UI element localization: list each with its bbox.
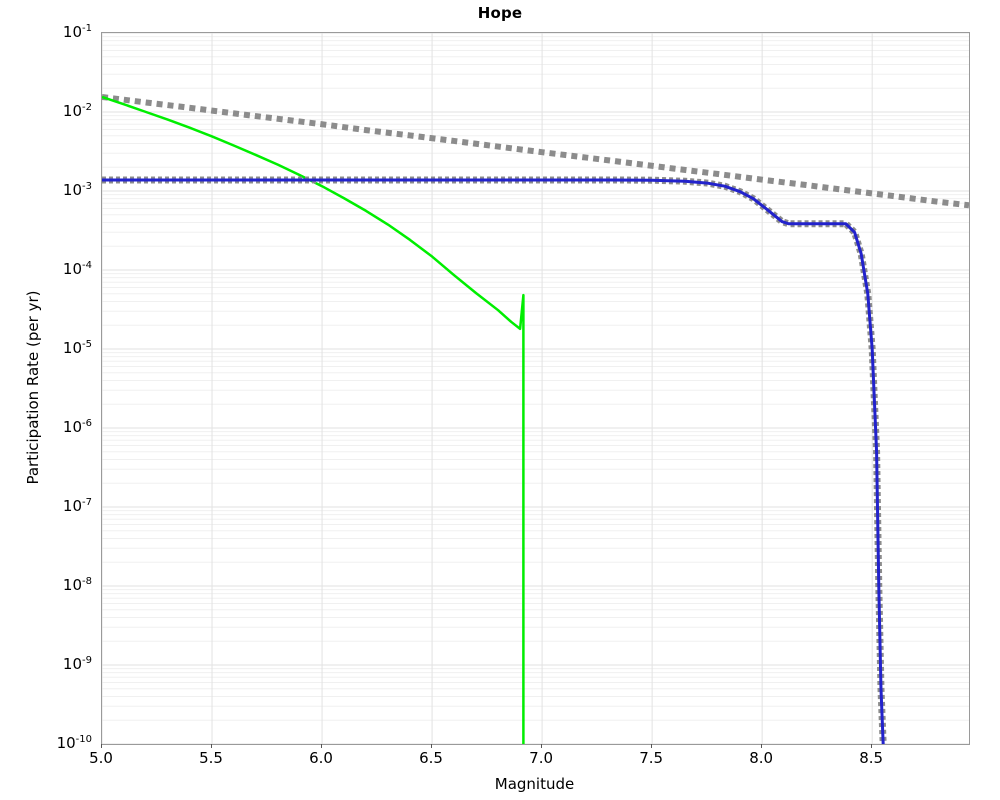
chart-title: Hope [477,4,523,22]
y-tick-label: 10-7 [62,497,92,515]
data-series-layer [102,93,969,744]
y-tick-label: 10-2 [62,102,92,120]
y-tick-label: 10-5 [62,339,92,357]
plot-area [101,32,970,745]
x-tick-mark [871,744,873,748]
x-tick-label: 5.0 [89,749,113,767]
x-tick-label: 8.5 [859,749,884,767]
major-gridlines [102,33,969,744]
x-tick-mark [101,744,102,748]
series-line-green-tapered-rate [102,95,525,744]
x-axis-label: Magnitude [494,775,575,793]
series-line-blue-characteristic-rate [102,178,885,744]
y-tick-label: 10-6 [62,418,92,436]
x-tick-label: 7.5 [639,749,664,767]
x-tick-mark [431,744,433,748]
x-tick-mark [651,744,653,748]
y-tick-label: 10-4 [62,260,92,278]
x-tick-label: 6.5 [419,749,443,767]
x-tick-mark [761,744,763,748]
chart-svg [102,33,969,744]
blue-series-shadow [102,176,887,744]
y-tick-label: 10-1 [62,23,92,41]
y-tick-label: 10-9 [62,655,92,673]
y-tick-label: 10-10 [56,734,92,752]
y-tick-label: 10-3 [62,181,92,199]
x-tick-label: 8.0 [749,749,774,767]
x-tick-label: 5.5 [199,749,223,767]
x-tick-label: 7.0 [529,749,554,767]
x-tick-label: 6.0 [309,749,333,767]
x-tick-mark [321,744,323,748]
x-tick-mark [211,744,213,748]
y-axis-label: Participation Rate (per yr) [24,290,42,485]
x-tick-mark [541,744,543,748]
series-line-gunnerside-gray-dotted [102,93,969,209]
minor-gridlines [102,36,969,721]
y-tick-label: 10-8 [62,576,92,594]
